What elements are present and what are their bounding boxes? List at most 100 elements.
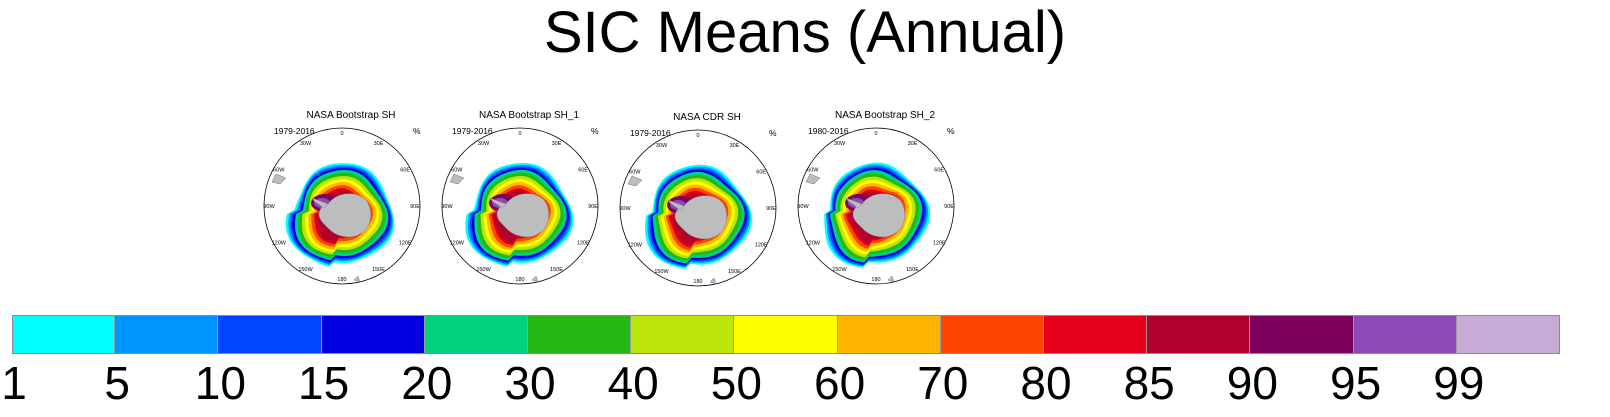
colorbar-box xyxy=(321,315,425,354)
panel-units: % xyxy=(591,126,599,136)
colorbar-box xyxy=(837,315,941,354)
map-panel: NASA Bootstrap SH_2 1980-2016% 0 30E 60E 90E 1… xyxy=(796,110,974,295)
longitude-label: 120W xyxy=(628,243,643,249)
colorbar-label: 85 xyxy=(1123,357,1175,409)
map-panel: NASA Bootstrap SH_1 1979-2016% 0 30E 60E 90E 1… xyxy=(440,110,618,295)
panel-title: NASA CDR SH xyxy=(673,112,741,123)
colorbar-label: 99 xyxy=(1433,357,1485,409)
longitude-label: 120W xyxy=(450,241,465,247)
longitude-label: 180 xyxy=(515,277,524,283)
panel-period: 1979-2016 xyxy=(274,126,315,136)
new-zealand-fragment xyxy=(709,277,717,285)
longitude-label: 120E xyxy=(399,241,412,247)
longitude-label: 0 xyxy=(340,131,343,137)
longitude-label: 150W xyxy=(476,267,491,273)
colorbar-box xyxy=(528,315,632,354)
longitude-label: 120W xyxy=(272,241,287,247)
panel-period: 1980-2016 xyxy=(808,126,849,136)
antarctic-peninsula xyxy=(311,197,329,209)
panel-units: % xyxy=(769,128,777,138)
south-america-tip xyxy=(627,175,643,187)
longitude-label: 30E xyxy=(552,141,562,147)
colorbar-box xyxy=(734,315,838,354)
panel-units: % xyxy=(947,126,955,136)
longitude-label: 30W xyxy=(656,143,668,149)
colorbar-box xyxy=(940,315,1044,354)
panel-units: % xyxy=(413,126,421,136)
colorbar-label: 60 xyxy=(814,357,866,409)
antarctic-peninsula xyxy=(667,199,685,211)
longitude-label: 0 xyxy=(874,131,877,137)
longitude-label: 60W xyxy=(451,168,463,174)
new-zealand-fragment xyxy=(887,275,895,283)
antarctic-peninsula xyxy=(845,197,863,209)
longitude-label: 150E xyxy=(728,269,741,275)
antarctica-landmass xyxy=(318,193,371,238)
colorbar-box xyxy=(1456,315,1560,354)
colorbar-label: 50 xyxy=(710,357,762,409)
longitude-label: 120W xyxy=(806,241,821,247)
longitude-label: 0 xyxy=(696,133,699,139)
panel-title: NASA Bootstrap SH_2 xyxy=(834,110,936,121)
map-panels: NASA Bootstrap SH 1979-2016% 0 30E 60E 90E 120… xyxy=(262,110,1002,295)
colorbar-label: 5 xyxy=(104,357,130,409)
longitude-label: 90W xyxy=(797,204,809,210)
longitude-label: 150W xyxy=(832,267,847,273)
longitude-label: 90E xyxy=(410,204,420,210)
panel-period: 1979-2016 xyxy=(630,128,671,138)
panel-title: NASA Bootstrap SH_1 xyxy=(478,110,580,121)
longitude-label: 180 xyxy=(871,277,880,283)
colorbar-box xyxy=(1044,315,1148,354)
antarctica-landmass xyxy=(852,193,905,238)
longitude-label: 150W xyxy=(298,267,313,273)
longitude-label: 30E xyxy=(730,143,740,149)
polar-map: 0 30E 60E 90E 120E 150E 180 150W 120W 90W 60W 30W xyxy=(263,127,421,285)
colorbar-box xyxy=(12,315,116,354)
chart-title: SIC Means (Annual) xyxy=(543,0,1067,65)
colorbar-box xyxy=(631,315,735,354)
longitude-label: 0 xyxy=(518,131,521,137)
antarctic-peninsula xyxy=(489,197,507,209)
colorbar-label: 15 xyxy=(298,357,350,409)
colorbar-box xyxy=(1250,315,1354,354)
longitude-label: 60E xyxy=(578,168,588,174)
south-america-tip xyxy=(449,173,465,185)
colorbar-label: 30 xyxy=(504,357,556,409)
map-panel: NASA CDR SH 1979-2016% 0 30E 60E 90E 120E 150E 1… xyxy=(618,110,796,295)
longitude-label: 150E xyxy=(372,267,385,273)
colorbar-label: 90 xyxy=(1226,357,1278,409)
south-america-tip xyxy=(271,173,287,185)
longitude-label: 30E xyxy=(374,141,384,147)
longitude-label: 180 xyxy=(693,279,702,285)
polar-map: 0 30E 60E 90E 120E 150E 180 150W 120W 90W 60W 30W xyxy=(619,129,777,287)
longitude-label: 180 xyxy=(337,277,346,283)
new-zealand-fragment xyxy=(353,275,361,283)
longitude-label: 90W xyxy=(619,206,631,212)
longitude-label: 60E xyxy=(934,168,944,174)
longitude-label: 30W xyxy=(834,141,846,147)
colorbar-box xyxy=(218,315,322,354)
longitude-label: 90E xyxy=(766,206,776,212)
colorbar xyxy=(12,315,1560,354)
longitude-label: 150E xyxy=(906,267,919,273)
antarctica-landmass xyxy=(496,193,549,238)
longitude-label: 120E xyxy=(933,241,946,247)
polar-map: 0 30E 60E 90E 120E 150E 180 150W 120W 90W 60W 30W xyxy=(797,127,955,285)
colorbar-box xyxy=(424,315,528,354)
longitude-label: 60E xyxy=(756,170,766,176)
antarctica-landmass xyxy=(674,195,727,240)
new-zealand-fragment xyxy=(531,275,539,283)
longitude-label: 90E xyxy=(944,204,954,210)
south-america-tip xyxy=(805,173,821,185)
longitude-label: 60W xyxy=(273,168,285,174)
polar-map: 0 30E 60E 90E 120E 150E 180 150W 120W 90W 60W 30W xyxy=(441,127,599,285)
panel-title: NASA Bootstrap SH xyxy=(306,110,396,121)
colorbar-box xyxy=(1147,315,1251,354)
colorbar-label: 95 xyxy=(1330,357,1382,409)
longitude-label: 90E xyxy=(588,204,598,210)
longitude-label: 60W xyxy=(807,168,819,174)
colorbar-box xyxy=(1353,315,1457,354)
longitude-label: 60E xyxy=(400,168,410,174)
colorbar-label: 20 xyxy=(401,357,453,409)
longitude-label: 30W xyxy=(478,141,490,147)
